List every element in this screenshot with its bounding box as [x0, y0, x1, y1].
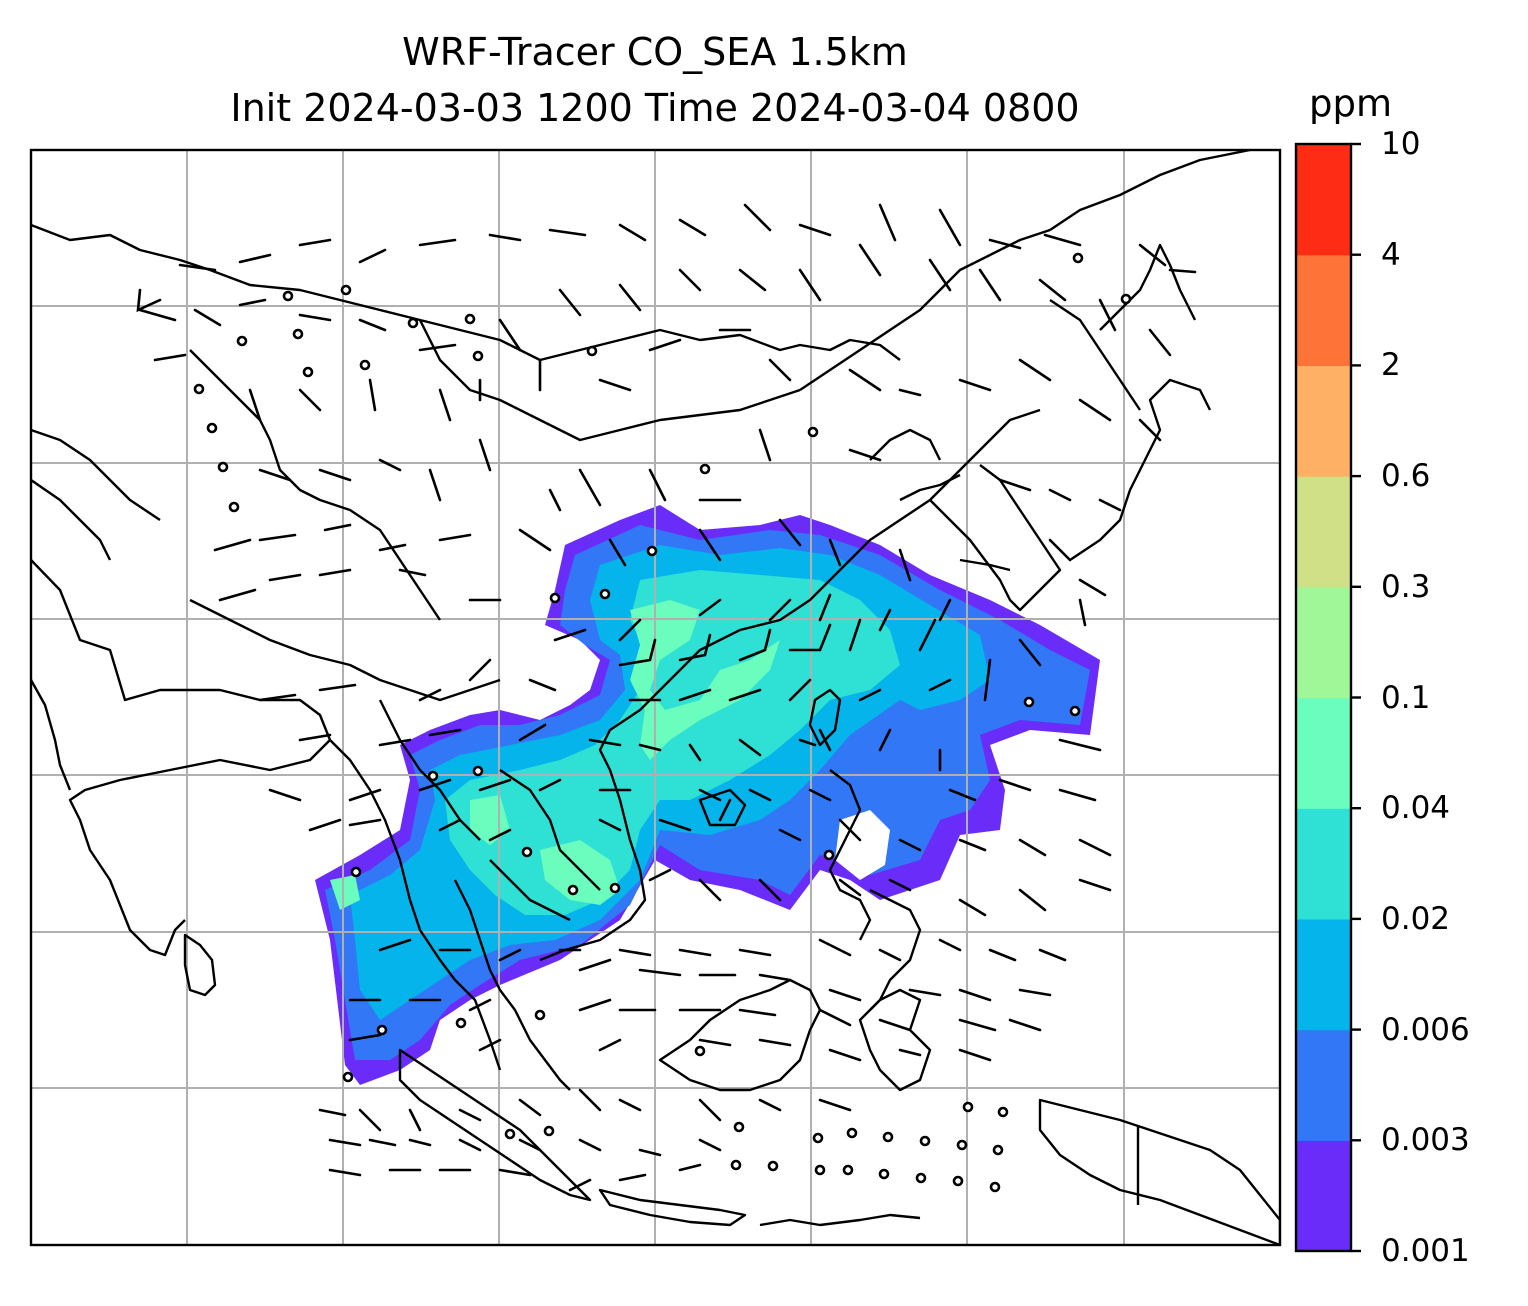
china-north [799, 228, 1051, 391]
kazakhstan-border [31, 428, 161, 521]
new-guinea [1038, 1098, 1280, 1245]
hainan [698, 788, 747, 827]
laos-vietnam-border [499, 769, 601, 891]
map-title: WRF-Tracer CO_SEA 1.5km [402, 30, 908, 74]
colorbar-tick-label-7: 0.6 [1381, 458, 1431, 495]
korea [929, 464, 1062, 612]
china-west [189, 349, 441, 621]
map-subtitle: Init 2024-03-03 1200 Time 2024-03-04 080… [230, 86, 1080, 130]
java [598, 1188, 747, 1227]
wind-barbs [136, 203, 1197, 1192]
colorbar-tick-label-1: 0.003 [1381, 1122, 1470, 1159]
china-coast [739, 408, 1041, 632]
sumatra [398, 1048, 592, 1202]
co-plume-green [630, 600, 780, 760]
sri-lanka [183, 933, 217, 997]
india-west-coast [31, 679, 72, 791]
colorbar-bin-9 [1296, 144, 1351, 256]
colorbar-tick-label-8: 2 [1381, 347, 1401, 384]
colorbar-tick-label-0: 0.001 [1381, 1233, 1470, 1269]
korea-dmz [959, 558, 1011, 572]
colorbar-frame [1294, 142, 1353, 1253]
colorbar-unit: ppm [1309, 82, 1393, 125]
taiwan [808, 688, 842, 747]
colorbar-bin-5 [1296, 586, 1351, 699]
far-east-russia [1049, 299, 1141, 411]
colorbar [1296, 142, 1361, 1253]
co-hotspot-west [330, 875, 360, 910]
colorbar-tick-label-4: 0.04 [1381, 790, 1451, 827]
colorbar-bin-2 [1296, 918, 1351, 1031]
colorbar-tick-label-6: 0.3 [1381, 568, 1431, 605]
colorbar-bin-0 [1296, 1140, 1351, 1252]
colorbar-tick-label-2: 0.006 [1381, 1011, 1470, 1048]
calm-wind-markers [193, 252, 1132, 1193]
china-korea-border [899, 473, 961, 502]
japan [1069, 378, 1212, 561]
colorbar-bin-4 [1296, 697, 1351, 809]
sulawesi [858, 988, 932, 1092]
mongolia-border [419, 318, 901, 362]
colorbar-bin-1 [1296, 1029, 1351, 1141]
afghanistan-border [31, 479, 112, 561]
japan-north [1099, 243, 1197, 331]
colorbar-tick-label-10: 10 [1381, 126, 1421, 162]
colorbar-tick-label-3: 0.02 [1381, 900, 1451, 937]
india-coast [31, 559, 332, 957]
lat-lon-grid [31, 150, 1280, 1245]
northern-coast-russia [1049, 150, 1251, 231]
borneo [658, 978, 822, 1092]
bohai [869, 428, 942, 461]
colorbar-bin-6 [1296, 476, 1351, 588]
colorbar-bin-8 [1296, 254, 1351, 366]
thailand-cambodia-border [489, 859, 571, 922]
colorbar-bin-3 [1296, 808, 1351, 920]
philippines-south [869, 888, 922, 1011]
colorbar-tick-label-9: 4 [1381, 236, 1401, 273]
mongolia-south [418, 319, 801, 442]
himalaya-border [189, 598, 501, 702]
lesser-sunda [759, 1213, 921, 1227]
colorbar-bin-7 [1296, 365, 1351, 477]
colorbar-tick-label-5: 0.1 [1381, 679, 1431, 716]
co-plume-turquoise [445, 570, 900, 915]
philippines-luzon [828, 769, 872, 941]
indochina-coast [539, 628, 741, 962]
map-frame [29, 148, 1282, 1247]
malay-peninsula [453, 879, 571, 1091]
